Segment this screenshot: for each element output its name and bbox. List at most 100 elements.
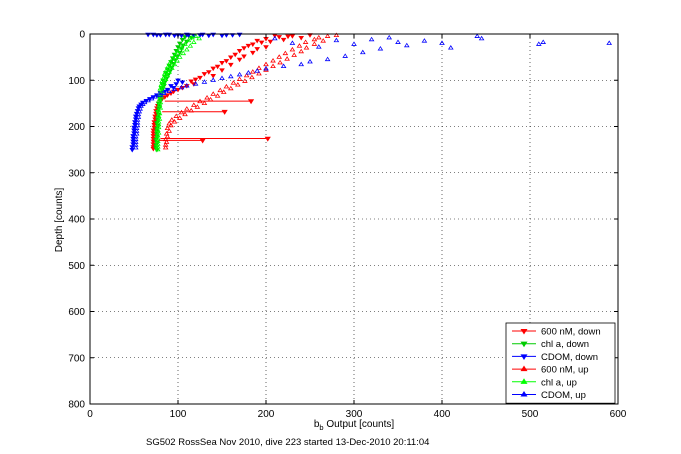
data-point xyxy=(270,57,276,63)
data-point xyxy=(154,127,161,132)
data-point xyxy=(157,99,164,105)
data-point xyxy=(137,106,143,111)
y-tick-label: 600 xyxy=(68,307,85,318)
x-tick-label: 400 xyxy=(434,409,451,420)
data-point xyxy=(271,35,278,41)
data-point xyxy=(166,128,173,133)
legend-marker xyxy=(520,341,528,348)
data-point xyxy=(478,35,485,41)
data-point xyxy=(161,80,167,85)
data-point xyxy=(169,56,176,61)
data-point xyxy=(298,36,305,41)
series-5 xyxy=(132,33,613,150)
y-axis-label: Depth [counts] xyxy=(54,188,65,253)
data-point xyxy=(191,102,197,107)
data-point xyxy=(210,77,217,82)
data-point xyxy=(276,35,283,40)
data-point xyxy=(241,54,247,60)
data-point xyxy=(155,124,162,130)
data-point xyxy=(263,65,269,71)
data-point xyxy=(249,50,256,56)
x-axis-label: bb Output [counts] xyxy=(314,419,395,432)
data-point xyxy=(256,70,262,76)
data-point xyxy=(148,95,155,101)
data-point xyxy=(282,50,289,56)
data-point xyxy=(289,40,296,45)
data-point xyxy=(232,52,239,58)
data-point xyxy=(160,83,166,89)
x-axis-label-subscript: b xyxy=(319,423,323,432)
data-point xyxy=(241,46,247,51)
data-point xyxy=(342,53,349,58)
data-point xyxy=(263,45,269,50)
spike-marker xyxy=(264,136,271,142)
data-point xyxy=(166,88,173,94)
data-point xyxy=(254,47,261,52)
x-tick-label: 100 xyxy=(170,409,187,420)
data-point xyxy=(245,43,252,49)
data-point xyxy=(163,131,170,136)
data-point xyxy=(196,35,202,41)
x-tick-label: 200 xyxy=(258,409,275,420)
ticks: 0 100 200 300 400 500 600 0 100 200 300 400 500 600 70… xyxy=(68,30,626,421)
data-point xyxy=(156,110,163,116)
data-point xyxy=(156,116,163,121)
data-point xyxy=(183,106,190,111)
data-point xyxy=(141,99,148,105)
data-point xyxy=(270,63,276,69)
series-4 xyxy=(154,33,202,152)
data-point xyxy=(311,41,318,46)
data-point xyxy=(166,69,173,74)
data-point xyxy=(236,76,243,81)
spike-marker xyxy=(221,109,228,115)
data-point xyxy=(138,103,144,108)
data-point xyxy=(154,146,161,152)
data-point xyxy=(243,72,250,78)
data-point xyxy=(403,42,410,48)
data-point xyxy=(182,111,188,117)
data-point xyxy=(254,68,261,73)
data-point xyxy=(183,46,190,52)
data-point xyxy=(368,36,375,42)
data-point xyxy=(156,96,163,102)
data-point xyxy=(180,50,187,56)
legend-entry-label: CDOM, down xyxy=(541,352,598,363)
data-point xyxy=(182,35,188,40)
data-layer xyxy=(129,32,613,153)
data-point xyxy=(245,69,252,75)
data-point xyxy=(204,94,210,100)
x-tick-label: 0 xyxy=(87,409,93,420)
legend-marker xyxy=(520,328,528,335)
data-point xyxy=(421,38,428,43)
data-point xyxy=(227,62,234,68)
data-point xyxy=(168,122,174,128)
data-point xyxy=(152,94,158,99)
y-tick-label: 300 xyxy=(68,168,85,179)
data-point xyxy=(191,39,197,44)
legend-marker xyxy=(520,365,528,372)
data-point xyxy=(333,37,340,43)
data-point xyxy=(135,114,142,119)
data-point xyxy=(333,32,340,38)
data-point xyxy=(192,33,199,38)
data-point xyxy=(161,70,168,76)
data-point xyxy=(207,96,214,102)
data-point xyxy=(210,91,217,96)
data-point xyxy=(194,104,201,109)
data-point xyxy=(162,136,169,142)
data-point xyxy=(311,36,318,42)
footer-caption: SG502 RossSea Nov 2010, dive 223 started… xyxy=(146,437,429,448)
data-point xyxy=(155,130,162,135)
y-tick-label: 700 xyxy=(68,353,85,364)
y-tick-label: 0 xyxy=(79,30,85,41)
data-point xyxy=(169,117,175,122)
data-point xyxy=(155,113,162,118)
legend-marker xyxy=(520,378,528,384)
data-point xyxy=(315,34,322,40)
data-point xyxy=(178,109,185,115)
y-tick-label: 800 xyxy=(68,400,85,411)
data-point xyxy=(176,54,183,59)
data-point xyxy=(307,58,313,64)
data-point xyxy=(132,144,139,150)
